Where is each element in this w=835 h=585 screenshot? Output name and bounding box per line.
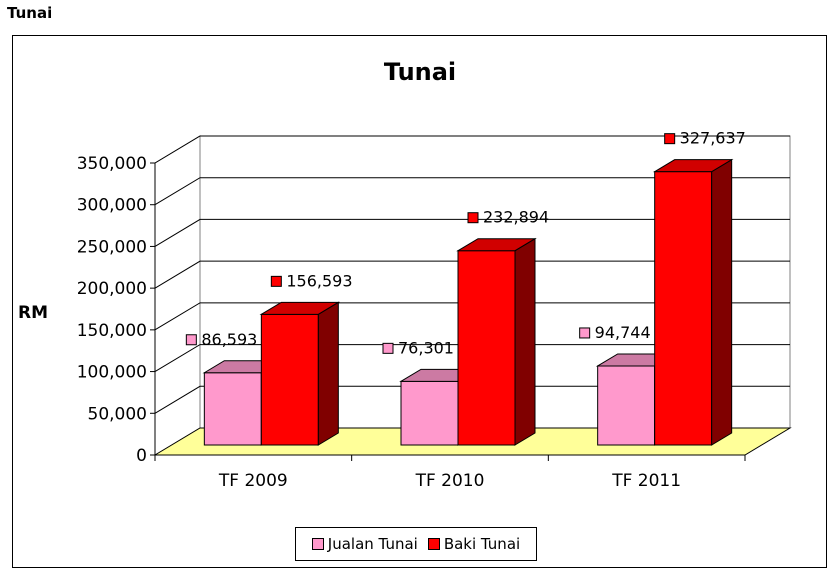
data-label: 94,744: [595, 323, 651, 342]
data-label-marker: [664, 133, 676, 145]
data-label: 76,301: [398, 338, 454, 357]
bar-top: [456, 238, 537, 252]
bar-top: [259, 301, 341, 315]
x-tick-label: TF 2009: [218, 471, 288, 491]
gridline: [154, 260, 790, 289]
data-label-marker: [270, 275, 282, 287]
bar-top: [652, 159, 734, 173]
legend-item-baki: Baki Tunai: [427, 535, 521, 553]
x-tick-label: TF 2010: [415, 471, 485, 491]
legend-swatch-jualan: [311, 538, 324, 550]
y-tick-label: 250,000: [77, 237, 147, 257]
y-tick-label: 150,000: [77, 321, 147, 341]
bar-front: [597, 365, 656, 446]
data-label-marker: [382, 342, 394, 354]
gridline: [154, 177, 790, 206]
legend-label-baki: Baki Tunai: [443, 535, 521, 553]
gridline: [154, 218, 790, 247]
bar-front: [260, 313, 319, 446]
chart-frame: [12, 35, 827, 568]
bar-front: [654, 171, 713, 446]
legend-item-jualan: Jualan Tunai: [311, 535, 418, 553]
gridline: [154, 302, 790, 331]
y-tick-label: 300,000: [77, 196, 147, 216]
data-label: 86,593: [201, 330, 257, 349]
x-tick-label: TF 2011: [611, 471, 681, 491]
gridline: [154, 135, 790, 164]
page-title: Tunai: [7, 4, 53, 22]
data-label: 156,593: [286, 271, 352, 290]
legend-swatch-baki: [427, 538, 440, 550]
y-tick-label: 100,000: [77, 363, 147, 383]
y-tick-label: 350,000: [77, 154, 147, 174]
gridline: [154, 385, 790, 414]
data-label-marker: [467, 212, 479, 224]
gridline: [154, 344, 790, 373]
chart-title: Tunai: [384, 58, 456, 86]
data-label: 327,637: [680, 129, 746, 148]
legend-label-jualan: Jualan Tunai: [327, 535, 418, 553]
y-tick-label: 0: [136, 446, 147, 466]
y-axis-label: RM: [18, 303, 48, 323]
y-tick-label: 200,000: [77, 279, 147, 299]
data-label-marker: [579, 327, 591, 339]
data-label: 232,894: [483, 208, 549, 227]
bar-front: [400, 380, 459, 446]
y-tick-label: 50,000: [88, 404, 147, 424]
bar-front: [457, 250, 516, 446]
legend: Jualan Tunai Baki Tunai: [295, 527, 537, 561]
data-label-marker: [185, 334, 197, 346]
